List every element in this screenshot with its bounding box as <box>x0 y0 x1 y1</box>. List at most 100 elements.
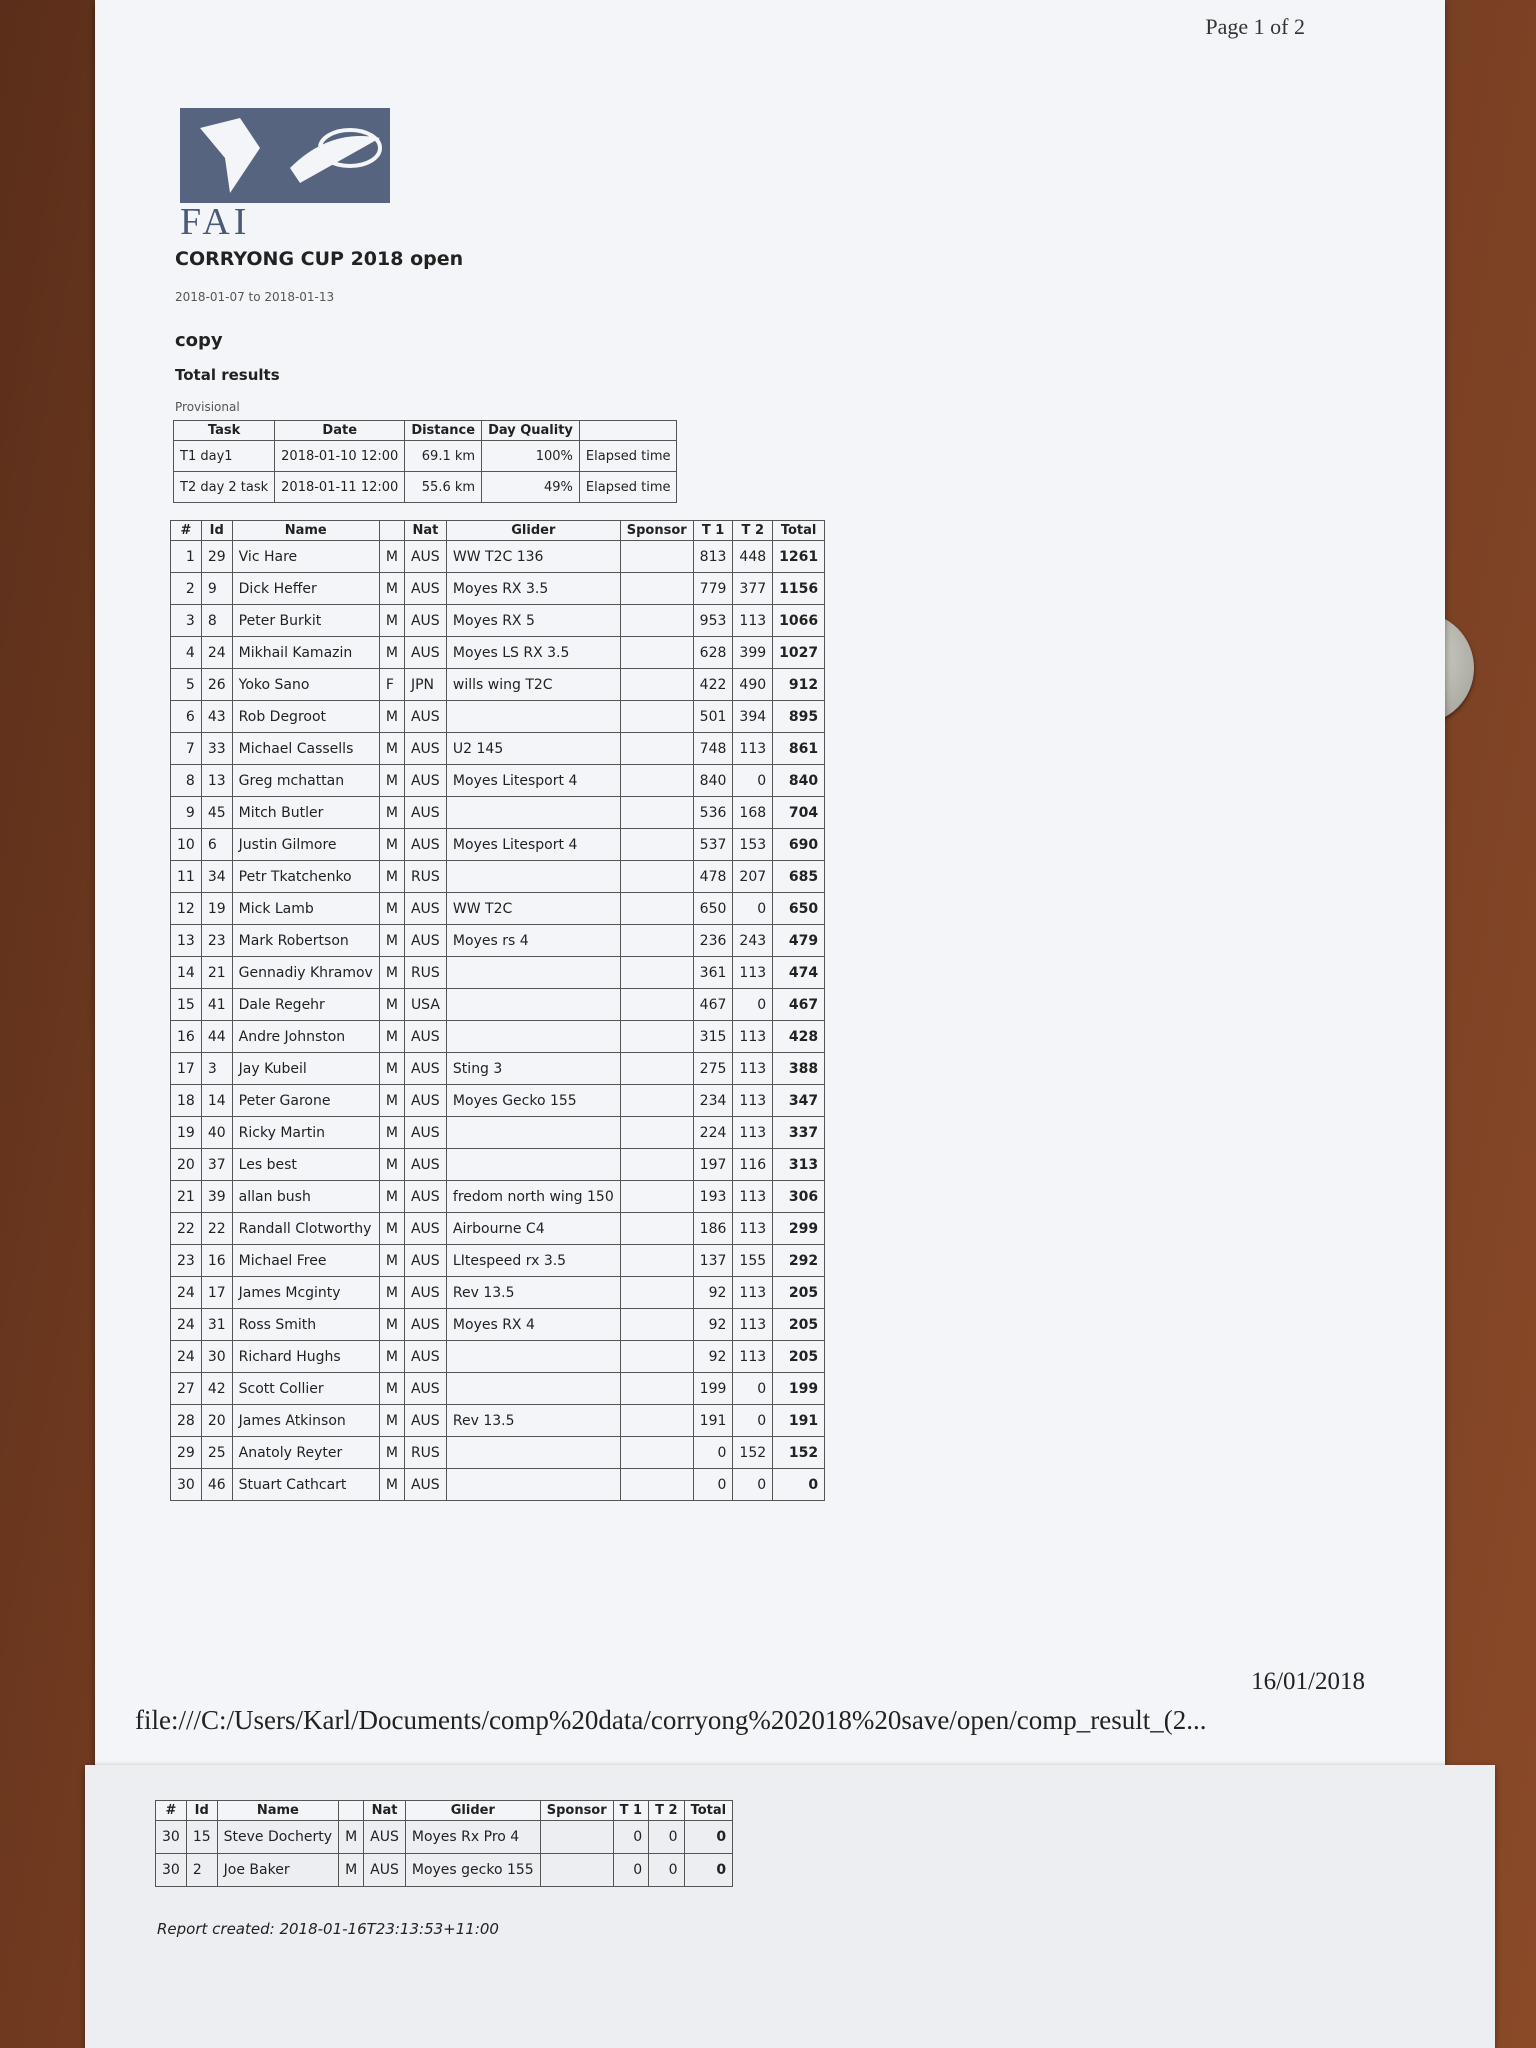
cell: 3 <box>170 604 202 637</box>
cell: 501 <box>692 700 734 733</box>
result-row: 16 44 Andre Johnston M AUS 315 113 428 <box>170 1020 826 1053</box>
cell: 6 <box>170 700 202 733</box>
cell: F <box>378 668 405 701</box>
cell: T2 day 2 task <box>172 471 276 503</box>
cell: 13 <box>170 924 202 957</box>
cell: Rob Degroot <box>231 700 380 733</box>
cell: AUS <box>403 1020 447 1053</box>
cell: 21 <box>170 1180 202 1213</box>
cell: M <box>378 1372 405 1405</box>
cell <box>445 1436 621 1469</box>
cell: 113 <box>732 1340 774 1373</box>
cell: 191 <box>692 1404 734 1437</box>
cell: 43 <box>200 700 233 733</box>
cell: AUS <box>403 700 447 733</box>
cell: 100% <box>481 440 580 472</box>
cell: 6 <box>200 828 233 861</box>
cell: Moyes rs 4 <box>445 924 621 957</box>
cell: M <box>378 924 405 957</box>
cell: 422 <box>692 668 734 701</box>
cell: 2 <box>185 1853 218 1887</box>
cell <box>619 1404 694 1437</box>
cell: Andre Johnston <box>231 1020 380 1053</box>
cell: Petr Tkatchenko <box>231 860 380 893</box>
cell: 27 <box>170 1372 202 1405</box>
column-header: Name <box>231 520 380 541</box>
cell <box>619 540 694 573</box>
column-header: Task <box>172 420 276 441</box>
result-row: 28 20 James Atkinson M AUS Rev 13.5 191 0 191 <box>170 1404 826 1437</box>
cell: 224 <box>692 1116 734 1149</box>
cell: M <box>378 1244 405 1277</box>
cell: M <box>378 572 405 605</box>
cell: 0 <box>732 892 774 925</box>
cell: Dick Heffer <box>231 572 380 605</box>
cell: 30 <box>200 1340 233 1373</box>
cell: 45 <box>200 796 233 829</box>
cell: Michael Free <box>231 1244 380 1277</box>
column-header: Total <box>772 520 826 541</box>
cell <box>445 1340 621 1373</box>
cell: 0 <box>683 1853 734 1887</box>
cell: Elapsed time <box>578 440 678 472</box>
cell: Ross Smith <box>231 1308 380 1341</box>
cell: 22 <box>170 1212 202 1245</box>
cell: 199 <box>692 1372 734 1405</box>
cell: 840 <box>772 764 826 797</box>
column-header: T 1 <box>612 1800 650 1821</box>
result-row: 3 8 Peter Burkit M AUS Moyes RX 5 953 113 1066 <box>170 604 826 637</box>
cell: 30 <box>155 1820 187 1854</box>
cell: 4 <box>170 636 202 669</box>
cell: M <box>378 988 405 1021</box>
cell: Mark Robertson <box>231 924 380 957</box>
cell: 1261 <box>772 540 826 573</box>
cell: allan bush <box>231 1180 380 1213</box>
cell: 0 <box>732 1404 774 1437</box>
cell: 377 <box>732 572 774 605</box>
cell: AUS <box>403 1148 447 1181</box>
cell: James Mcginty <box>231 1276 380 1309</box>
cell: M <box>378 1468 405 1501</box>
cell: M <box>338 1820 365 1854</box>
cell <box>445 860 621 893</box>
cell <box>619 796 694 829</box>
result-row: 30 46 Stuart Cathcart M AUS 0 0 0 <box>170 1468 826 1501</box>
cell: 394 <box>732 700 774 733</box>
result-row: 13 23 Mark Robertson M AUS Moyes rs 4 236 243 47… <box>170 924 826 957</box>
result-row: 11 34 Petr Tkatchenko M RUS 478 207 685 <box>170 860 826 893</box>
cell: 650 <box>772 892 826 925</box>
cell: 5 <box>170 668 202 701</box>
cell: 205 <box>772 1340 826 1373</box>
cell: M <box>378 1276 405 1309</box>
column-header <box>578 420 678 441</box>
cell: 347 <box>772 1084 826 1117</box>
column-header: # <box>170 520 202 541</box>
cell: 9 <box>200 572 233 605</box>
result-row: 18 14 Peter Garone M AUS Moyes Gecko 155 234 11… <box>170 1084 826 1117</box>
cell: Mikhail Kamazin <box>231 636 380 669</box>
result-row: 1 29 Vic Hare M AUS WW T2C 136 813 448 1261 <box>170 540 826 573</box>
cell: 44 <box>200 1020 233 1053</box>
column-header: Day Quality <box>481 420 580 441</box>
column-header: # <box>155 1800 187 1821</box>
cell: Moyes RX 4 <box>445 1308 621 1341</box>
result-row: 9 45 Mitch Butler M AUS 536 168 704 <box>170 796 826 829</box>
result-row: 12 19 Mick Lamb M AUS WW T2C 650 0 650 <box>170 892 826 925</box>
cell: AUS <box>403 892 447 925</box>
cell <box>619 1052 694 1085</box>
cell: 0 <box>683 1820 734 1854</box>
cell: AUS <box>403 796 447 829</box>
cell <box>539 1820 614 1854</box>
cell: Joe Baker <box>216 1853 340 1887</box>
cell: 113 <box>732 1212 774 1245</box>
result-row: 20 37 Les best M AUS 197 116 313 <box>170 1148 826 1181</box>
cell: AUS <box>403 828 447 861</box>
cell: AUS <box>403 1468 447 1501</box>
cell: 861 <box>772 732 826 765</box>
task-row: T2 day 2 task 2018-01-11 12:00 55.6 km 49% E… <box>172 471 678 503</box>
cell: 0 <box>648 1820 685 1854</box>
cell: 193 <box>692 1180 734 1213</box>
cell: 953 <box>692 604 734 637</box>
cell <box>619 1372 694 1405</box>
